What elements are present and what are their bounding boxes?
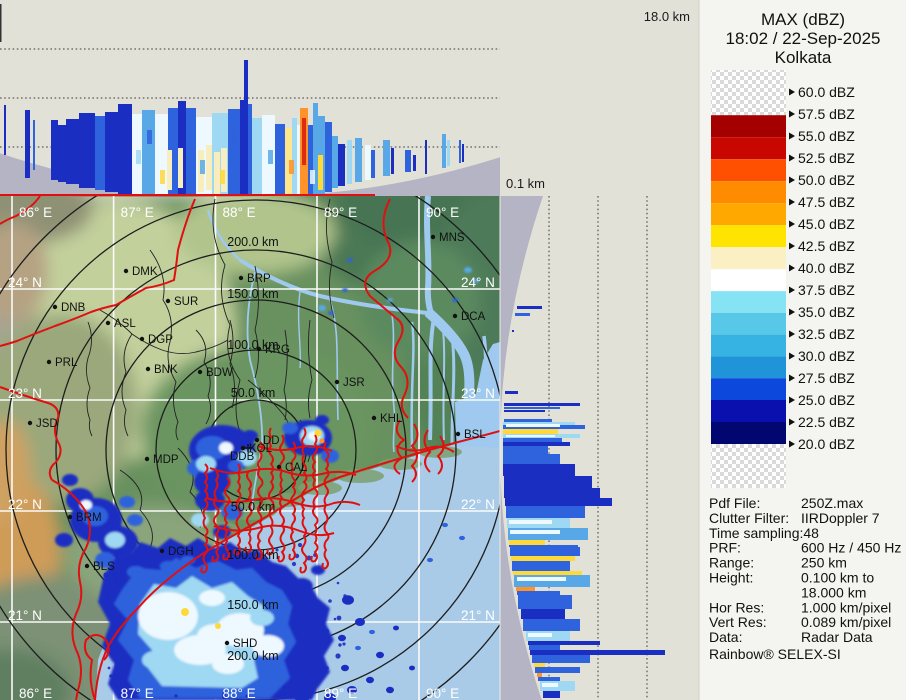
svg-text:100.0 km: 100.0 km bbox=[227, 548, 278, 562]
svg-text:50.0 km: 50.0 km bbox=[231, 386, 275, 400]
svg-text:35.0 dBZ: 35.0 dBZ bbox=[798, 304, 855, 320]
svg-text:50.0 dBZ: 50.0 dBZ bbox=[798, 172, 855, 188]
svg-text:Hor Res:: Hor Res: bbox=[709, 599, 764, 615]
svg-text:Range:: Range: bbox=[709, 555, 754, 571]
svg-text:Rainbow® SELEX-SI: Rainbow® SELEX-SI bbox=[709, 646, 841, 662]
svg-text:21° N: 21° N bbox=[461, 608, 495, 623]
svg-text:DGP: DGP bbox=[148, 334, 173, 346]
svg-text:57.5 dBZ: 57.5 dBZ bbox=[798, 106, 855, 122]
svg-text:MDP: MDP bbox=[153, 454, 179, 466]
svg-text:32.5 dBZ: 32.5 dBZ bbox=[798, 326, 855, 342]
svg-text:18.000 km: 18.000 km bbox=[801, 584, 866, 600]
svg-text:IIRDoppler 7: IIRDoppler 7 bbox=[801, 510, 880, 526]
svg-text:200.0 km: 200.0 km bbox=[227, 649, 278, 663]
svg-text:Height:: Height: bbox=[709, 570, 753, 586]
svg-text:MAX (dBZ): MAX (dBZ) bbox=[761, 10, 845, 29]
svg-text:SUR: SUR bbox=[174, 296, 198, 308]
svg-text:86° E: 86° E bbox=[19, 686, 52, 700]
svg-text:40.0 dBZ: 40.0 dBZ bbox=[798, 260, 855, 276]
svg-text:PRF:: PRF: bbox=[709, 540, 741, 556]
svg-text:DGH: DGH bbox=[168, 546, 194, 558]
svg-text:50.0 km: 50.0 km bbox=[231, 500, 275, 514]
svg-text:87° E: 87° E bbox=[121, 205, 154, 220]
svg-text:JSD: JSD bbox=[36, 418, 58, 430]
svg-text:DMK: DMK bbox=[132, 266, 158, 278]
svg-text:45.0 dBZ: 45.0 dBZ bbox=[798, 216, 855, 232]
svg-text:18.0 km: 18.0 km bbox=[644, 9, 690, 24]
svg-text:90° E: 90° E bbox=[426, 205, 459, 220]
svg-text:BNK: BNK bbox=[154, 364, 178, 376]
svg-text:BRM: BRM bbox=[76, 512, 102, 524]
svg-text:ASL: ASL bbox=[114, 318, 136, 330]
svg-text:60.0 dBZ: 60.0 dBZ bbox=[798, 84, 855, 100]
svg-text:DD: DD bbox=[263, 435, 280, 447]
svg-text:Kolkata: Kolkata bbox=[775, 48, 832, 67]
svg-text:42.5 dBZ: 42.5 dBZ bbox=[798, 238, 855, 254]
svg-text:200.0 km: 200.0 km bbox=[227, 235, 278, 249]
svg-text:150.0 km: 150.0 km bbox=[227, 287, 278, 301]
svg-text:89° E: 89° E bbox=[324, 686, 357, 700]
svg-text:89° E: 89° E bbox=[324, 205, 357, 220]
svg-text:23° N: 23° N bbox=[8, 386, 42, 401]
svg-text:Vert Res:: Vert Res: bbox=[709, 614, 767, 630]
svg-text:Clutter Filter:: Clutter Filter: bbox=[709, 510, 789, 526]
svg-text:250Z.max: 250Z.max bbox=[801, 495, 863, 511]
svg-text:22° N: 22° N bbox=[8, 497, 42, 512]
svg-text:24° N: 24° N bbox=[461, 275, 495, 290]
svg-text:24° N: 24° N bbox=[8, 275, 42, 290]
svg-text:DCA: DCA bbox=[461, 311, 486, 323]
svg-text:87° E: 87° E bbox=[121, 686, 154, 700]
svg-text:Radar Data: Radar Data bbox=[801, 629, 873, 645]
svg-text:PRL: PRL bbox=[55, 357, 78, 369]
svg-text:KOL: KOL bbox=[249, 443, 273, 455]
svg-text:25.0 dBZ: 25.0 dBZ bbox=[798, 392, 855, 408]
svg-text:86° E: 86° E bbox=[19, 205, 52, 220]
svg-text:BSL: BSL bbox=[464, 429, 486, 441]
svg-text:37.5 dBZ: 37.5 dBZ bbox=[798, 282, 855, 298]
svg-text:DNB: DNB bbox=[61, 302, 86, 314]
svg-text:MNS: MNS bbox=[439, 232, 465, 244]
svg-text:88° E: 88° E bbox=[223, 686, 256, 700]
svg-text:27.5 dBZ: 27.5 dBZ bbox=[798, 370, 855, 386]
svg-text:JSR: JSR bbox=[343, 377, 365, 389]
svg-text:150.0 km: 150.0 km bbox=[227, 598, 278, 612]
svg-text:0.089 km/pixel: 0.089 km/pixel bbox=[801, 614, 891, 630]
svg-text:DDB: DDB bbox=[230, 451, 255, 463]
svg-text:100.0 km: 100.0 km bbox=[227, 338, 278, 352]
svg-text:BRP: BRP bbox=[247, 273, 271, 285]
svg-text:55.0 dBZ: 55.0 dBZ bbox=[798, 128, 855, 144]
svg-text:Time sampling:48: Time sampling:48 bbox=[709, 525, 819, 541]
svg-text:30.0 dBZ: 30.0 dBZ bbox=[798, 348, 855, 364]
svg-text:1.000 km/pixel: 1.000 km/pixel bbox=[801, 599, 891, 615]
svg-text:90° E: 90° E bbox=[426, 686, 459, 700]
svg-text:Pdf File:: Pdf File: bbox=[709, 495, 760, 511]
svg-text:0.100 km to: 0.100 km to bbox=[801, 570, 874, 586]
svg-text:600 Hz / 450 Hz: 600 Hz / 450 Hz bbox=[801, 540, 901, 556]
svg-text:Data:: Data: bbox=[709, 629, 742, 645]
svg-text:20.0 dBZ: 20.0 dBZ bbox=[798, 436, 855, 452]
svg-text:0.1 km: 0.1 km bbox=[506, 176, 545, 191]
svg-text:23° N: 23° N bbox=[461, 386, 495, 401]
svg-text:SHD: SHD bbox=[233, 638, 257, 650]
svg-text:88° E: 88° E bbox=[223, 205, 256, 220]
svg-text:BDW: BDW bbox=[206, 367, 233, 379]
svg-text:CAL: CAL bbox=[285, 462, 308, 474]
svg-text:22.5 dBZ: 22.5 dBZ bbox=[798, 414, 855, 430]
svg-text:250 km: 250 km bbox=[801, 555, 847, 571]
svg-text:47.5 dBZ: 47.5 dBZ bbox=[798, 194, 855, 210]
svg-text:18:02 / 22-Sep-2025: 18:02 / 22-Sep-2025 bbox=[725, 29, 880, 48]
svg-text:BLS: BLS bbox=[93, 561, 115, 573]
svg-text:KRG: KRG bbox=[265, 344, 290, 356]
svg-text:22° N: 22° N bbox=[461, 497, 495, 512]
svg-text:52.5 dBZ: 52.5 dBZ bbox=[798, 150, 855, 166]
svg-text:KHL: KHL bbox=[380, 413, 403, 425]
svg-text:21° N: 21° N bbox=[8, 608, 42, 623]
